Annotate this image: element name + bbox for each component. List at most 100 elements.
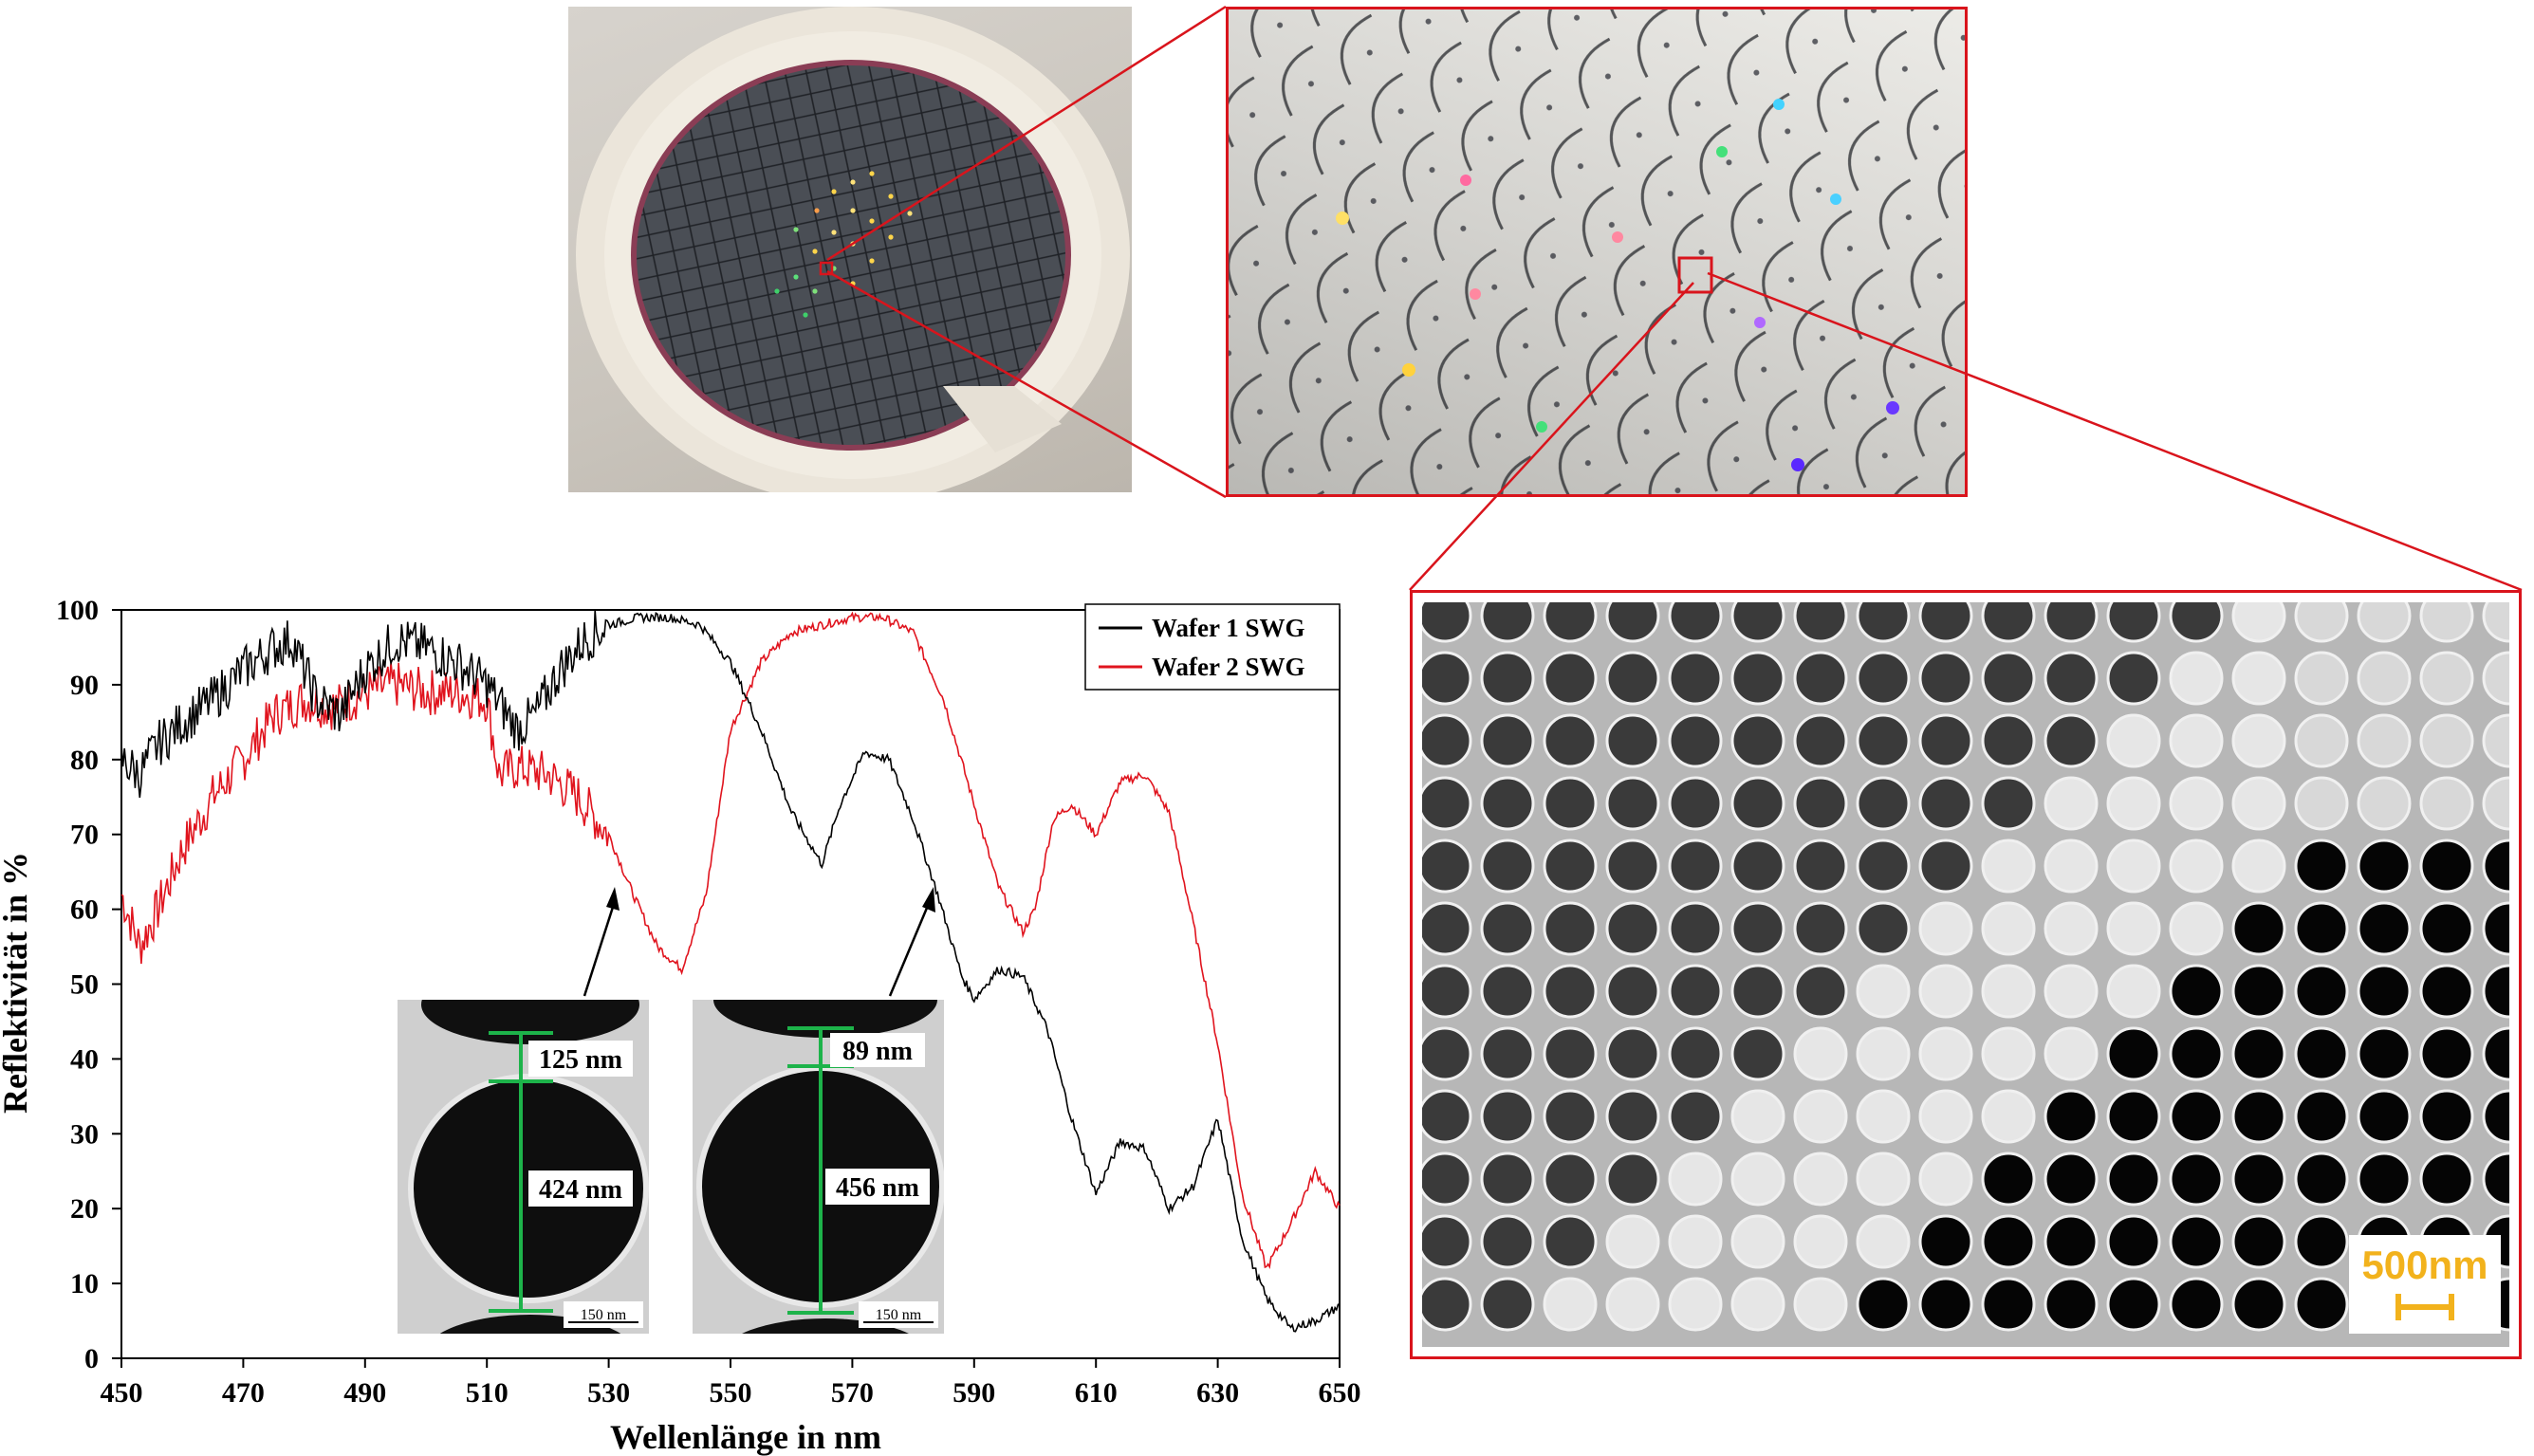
sem-hole <box>2106 776 2161 831</box>
sem-hole <box>1543 1214 1598 1269</box>
sem-hole <box>1856 776 1911 831</box>
sem-hole <box>2482 1026 2509 1081</box>
sem-hole <box>2294 776 2349 831</box>
sem-hole <box>1543 1277 1598 1332</box>
arrow-head <box>606 887 620 911</box>
y-tick-label: 80 <box>70 745 99 776</box>
sem-hole <box>1918 651 1973 706</box>
sem-hole <box>1543 839 1598 894</box>
sem-hole <box>1543 776 1598 831</box>
sem-hole <box>1668 1152 1723 1207</box>
sem-hole <box>1793 713 1848 768</box>
sem-hole <box>2419 1089 2474 1144</box>
sem-hole <box>1793 901 1848 956</box>
sem-hole <box>1480 1152 1535 1207</box>
sem-scale-box: 500nm <box>2349 1235 2501 1334</box>
sem-hole <box>2231 839 2286 894</box>
sem-hole <box>1480 1026 1535 1081</box>
sem-hole <box>1668 651 1723 706</box>
sem-hole <box>2169 1089 2224 1144</box>
sem-hole <box>2106 1089 2161 1144</box>
sem-hole <box>1605 1026 1660 1081</box>
sem-hole <box>1543 1089 1598 1144</box>
sem-hole <box>2044 776 2099 831</box>
sem-hole <box>1605 1277 1660 1332</box>
sem-hole <box>1981 839 2036 894</box>
sem-hole <box>1856 901 1911 956</box>
sem-hole <box>1918 602 1973 643</box>
x-tick-label: 650 <box>1319 1377 1361 1409</box>
arrow-line <box>583 900 617 997</box>
sem-hole <box>1480 713 1535 768</box>
sem-hole <box>2482 964 2509 1019</box>
sem-hole <box>2294 1214 2349 1269</box>
sem-hole <box>2357 713 2412 768</box>
sem-hole <box>1918 964 1973 1019</box>
sem-hole <box>1856 1026 1911 1081</box>
sem-hole <box>2044 713 2099 768</box>
sem-hole <box>1605 1152 1660 1207</box>
legend-label-wafer1: Wafer 1 SWG <box>1152 614 1305 642</box>
sem-hole <box>2044 901 2099 956</box>
x-tick-label: 470 <box>222 1377 265 1409</box>
sem-hole <box>1422 1277 1472 1332</box>
sem-hole <box>1981 1026 2036 1081</box>
sem-hole <box>1981 1214 2036 1269</box>
sem-hole <box>1480 1214 1535 1269</box>
inset-scale-label: 150 nm <box>876 1307 922 1323</box>
sem-hole <box>1422 651 1472 706</box>
sem-hole <box>2294 1026 2349 1081</box>
sem-hole <box>1730 1026 1785 1081</box>
sem-hole <box>2169 839 2224 894</box>
sem-hole <box>1793 1152 1848 1207</box>
inset-hole-label: 424 nm <box>539 1175 622 1205</box>
sem-hole <box>2357 602 2412 643</box>
sem-hole <box>2419 964 2474 1019</box>
sem-hole <box>1793 1277 1848 1332</box>
sem-hole <box>1730 651 1785 706</box>
sem-hole <box>2106 1152 2161 1207</box>
sem-hole <box>2044 602 2099 643</box>
sem-hole <box>1668 776 1723 831</box>
sem-hole <box>2044 1152 2099 1207</box>
chart-series <box>120 610 1341 1333</box>
arrow-head <box>922 887 935 912</box>
sem-hole <box>2419 1152 2474 1207</box>
x-tick-label: 490 <box>343 1377 386 1409</box>
sem-hole <box>1856 651 1911 706</box>
sem-hole <box>1668 1214 1723 1269</box>
sem-hole <box>1480 602 1535 643</box>
sem-hole <box>2106 1277 2161 1332</box>
sem-hole <box>2169 776 2224 831</box>
sem-hole <box>2482 602 2509 643</box>
y-tick-label: 90 <box>70 670 99 701</box>
sem-hole <box>2482 776 2509 831</box>
x-axis-title: Wellenlänge in nm <box>610 1418 881 1456</box>
inset-arrows <box>583 887 935 997</box>
sem-hole <box>2169 1026 2224 1081</box>
sem-hole <box>1605 651 1660 706</box>
sem-hole <box>1730 964 1785 1019</box>
sem-hole <box>1422 713 1472 768</box>
sem-hole <box>1543 964 1598 1019</box>
sem-hole <box>2169 602 2224 643</box>
hole-top <box>421 1000 639 1044</box>
sem-hole <box>1480 1277 1535 1332</box>
sem-hole <box>2482 1089 2509 1144</box>
sem-hole <box>1480 776 1535 831</box>
sem-hole <box>1730 602 1785 643</box>
sem-hole <box>1981 602 2036 643</box>
sem-hole <box>1856 1089 1911 1144</box>
sem-hole <box>2357 964 2412 1019</box>
sem-hole <box>2482 901 2509 956</box>
inset-gap-label: 89 nm <box>842 1037 913 1066</box>
sem-hole <box>1981 1089 2036 1144</box>
sem-hole <box>1730 1214 1785 1269</box>
sem-hole <box>2106 1026 2161 1081</box>
sem-hole <box>1918 1026 1973 1081</box>
sem-hole <box>1422 602 1472 643</box>
dimension-markers <box>489 1031 553 1313</box>
sem-hole <box>2044 839 2099 894</box>
x-tick-label: 570 <box>831 1377 874 1409</box>
